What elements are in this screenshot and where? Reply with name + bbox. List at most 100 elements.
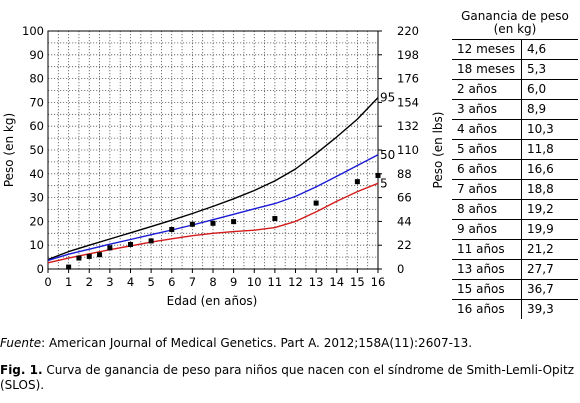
- table-row: 2 años 6,0: [452, 79, 578, 100]
- table-cell-age: 15 años: [452, 279, 522, 300]
- data-point: [354, 179, 360, 185]
- data-point: [148, 238, 154, 244]
- x-axis-title: Edad (en años): [167, 294, 258, 308]
- left-tick-label: 70: [29, 95, 44, 109]
- left-tick-label: 10: [29, 238, 44, 252]
- percentile-95-line: [47, 97, 379, 261]
- table-row: 12 meses 4,6: [452, 39, 578, 60]
- x-tick-label: 0: [44, 275, 51, 289]
- left-tick-label: 0: [37, 262, 44, 276]
- data-point: [375, 172, 381, 178]
- table-cell-gain: 19,2: [521, 199, 578, 220]
- table-row: 6 años 16,6: [452, 159, 578, 180]
- data-point: [128, 241, 133, 247]
- percentile-5-label: 5: [380, 176, 388, 190]
- right-tick-label: 176: [397, 72, 419, 86]
- table-row: 16 años 39,3: [452, 299, 578, 319]
- table-cell-age: 13 años: [452, 259, 522, 280]
- percentile-95-label: 95: [380, 91, 395, 105]
- table-row: 8 años 19,2: [452, 199, 578, 220]
- table-cell-gain: 19,9: [521, 219, 578, 240]
- table-cell-age: 4 años: [452, 119, 522, 140]
- table-row: 4 años 10,3: [452, 119, 578, 140]
- data-point: [189, 221, 195, 227]
- data-point: [231, 219, 237, 225]
- right-tick-label: 110: [397, 143, 419, 157]
- x-tick-label: 9: [230, 275, 237, 289]
- table-row: 5 años 11,8: [452, 139, 578, 160]
- left-tick-label: 60: [29, 119, 44, 133]
- x-tick-label: 8: [209, 275, 216, 289]
- data-point: [97, 252, 103, 258]
- table-row: 7 años 18,8: [452, 179, 578, 200]
- table-header-line2: (en kg): [493, 22, 537, 36]
- weight-gain-table: Ganancia de peso (en kg) 12 meses 4,6 18 m…: [452, 8, 578, 319]
- data-points: [66, 172, 381, 270]
- table-row: 18 meses 5,3: [452, 59, 578, 80]
- data-point: [313, 200, 319, 206]
- x-tick-label: 6: [168, 275, 175, 289]
- table-cell-age: 3 años: [452, 99, 522, 120]
- data-point: [76, 255, 82, 261]
- right-tick-label: 0: [397, 262, 404, 276]
- right-tick-label: 220: [397, 24, 419, 38]
- table-cell-age: 12 meses: [452, 39, 522, 60]
- right-axis-title: Peso (en lbs): [431, 112, 445, 189]
- x-tick-label: 5: [147, 275, 154, 289]
- table-row: 3 años 8,9: [452, 99, 578, 120]
- data-point: [66, 264, 72, 270]
- data-point: [210, 220, 216, 226]
- left-tick-label: 80: [29, 72, 44, 86]
- table-cell-gain: 5,3: [521, 59, 578, 80]
- caption-text: Curva de ganancia de peso para niños que…: [0, 363, 574, 392]
- table-cell-gain: 11,8: [521, 139, 578, 160]
- table-cell-gain: 16,6: [521, 159, 578, 180]
- table-cell-gain: 6,0: [521, 79, 578, 100]
- x-tick-label: 11: [268, 275, 283, 289]
- right-axis-ticks: 0 22 44 66 88 110 132 154 176 198 220: [378, 24, 419, 276]
- table-body: 12 meses 4,6 18 meses 5,3 2 años 6,0 3 años 8,9…: [452, 39, 578, 319]
- table-cell-age: 2 años: [452, 79, 522, 100]
- table-header-row: Ganancia de peso (en kg): [452, 8, 578, 40]
- left-tick-label: 100: [22, 24, 44, 38]
- table-header-line1: Ganancia de peso: [461, 9, 569, 23]
- source-note: Fuente: American Journal of Medical Gene…: [0, 336, 472, 350]
- table-row: 9 años 19,9: [452, 219, 578, 240]
- data-point: [86, 253, 92, 259]
- caption-label: Fig. 1.: [0, 363, 43, 377]
- source-label: Fuente: [0, 336, 42, 350]
- table-cell-age: 9 años: [452, 219, 522, 240]
- x-tick-label: 16: [371, 275, 386, 289]
- left-tick-label: 20: [29, 214, 44, 228]
- table-cell-gain: 4,6: [521, 39, 578, 60]
- table-row: 11 años 21,2: [452, 239, 578, 260]
- source-text: : American Journal of Medical Genetics. …: [41, 336, 473, 350]
- data-point: [107, 245, 113, 251]
- left-tick-label: 40: [29, 167, 44, 181]
- left-tick-label: 50: [29, 143, 44, 157]
- table-row: 15 años 36,7: [452, 279, 578, 300]
- x-tick-label: 15: [350, 275, 365, 289]
- table-cell-gain: 21,2: [521, 239, 578, 260]
- x-tick-label: 4: [127, 275, 134, 289]
- table-cell-age: 5 años: [452, 139, 522, 160]
- figure-caption: Fig. 1. Curva de ganancia de peso para n…: [0, 363, 580, 393]
- right-tick-label: 44: [397, 214, 412, 228]
- table-cell-gain: 27,7: [521, 259, 578, 280]
- right-tick-label: 132: [397, 119, 419, 133]
- table-cell-gain: 8,9: [521, 99, 578, 120]
- data-point: [169, 226, 175, 232]
- percentile-labels: 95 50 5: [380, 91, 395, 191]
- x-tick-label: 1: [65, 275, 72, 289]
- table-row: 13 años 27,7: [452, 259, 578, 280]
- x-axis-ticks: 0 1 2 3 4 5 6 7 8 9 10 11 12 13 14 15 16: [44, 269, 385, 289]
- table-cell-gain: 10,3: [521, 119, 578, 140]
- table-cell-gain: 18,8: [521, 179, 578, 200]
- left-tick-label: 90: [29, 48, 44, 62]
- left-tick-label: 30: [29, 191, 44, 205]
- x-tick-label: 10: [247, 275, 262, 289]
- percentile-50-label: 50: [380, 148, 395, 162]
- percentile-50-line: [47, 154, 379, 262]
- x-tick-label: 14: [329, 275, 344, 289]
